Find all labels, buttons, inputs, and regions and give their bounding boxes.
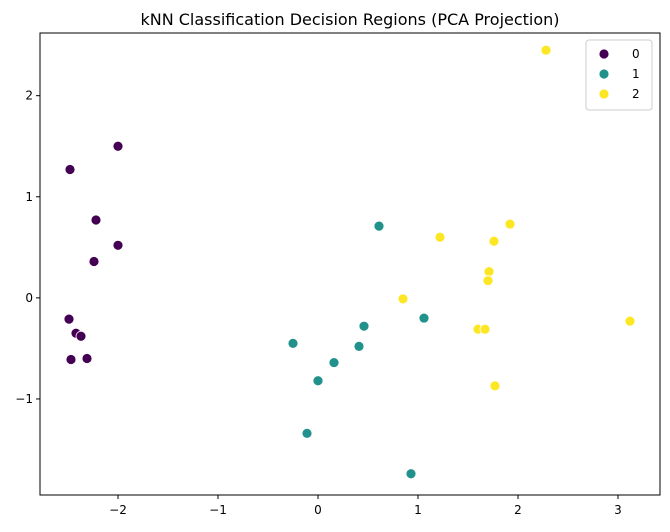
point-class-2 xyxy=(397,293,409,305)
x-tick-label: 3 xyxy=(614,503,622,517)
point-class-2 xyxy=(624,315,636,327)
point-class-0 xyxy=(75,330,87,342)
point-class-1 xyxy=(287,337,299,349)
point-class-2 xyxy=(489,380,501,392)
y-tick-label: 1 xyxy=(25,190,33,204)
y-tick-label: 2 xyxy=(25,89,33,103)
legend: 0 1 2 xyxy=(585,39,653,111)
legend-marker xyxy=(598,68,610,80)
legend-label: 1 xyxy=(632,67,640,81)
chart-title: kNN Classification Decision Regions (PCA… xyxy=(140,10,559,29)
legend-box xyxy=(585,39,653,111)
point-class-0 xyxy=(63,313,75,325)
point-class-2 xyxy=(504,218,516,230)
point-class-0 xyxy=(112,140,124,152)
points-layer xyxy=(63,44,636,480)
point-class-1 xyxy=(353,340,365,352)
point-class-1 xyxy=(418,312,430,324)
plot-frame xyxy=(39,32,661,496)
point-class-1 xyxy=(301,427,313,439)
point-class-2 xyxy=(479,323,491,335)
x-tick-label: 1 xyxy=(414,503,422,517)
point-class-1 xyxy=(312,375,324,387)
point-class-0 xyxy=(64,164,76,175)
point-class-2 xyxy=(488,235,500,247)
legend-label: 2 xyxy=(632,87,640,101)
point-class-2 xyxy=(434,231,446,243)
point-class-0 xyxy=(90,214,102,226)
x-tick-label: −2 xyxy=(109,503,127,517)
point-class-0 xyxy=(88,256,100,267)
x-tick-label: 0 xyxy=(314,503,322,517)
legend-marker xyxy=(598,88,610,100)
point-class-0 xyxy=(65,354,77,365)
point-class-0 xyxy=(112,239,124,251)
point-class-1 xyxy=(328,357,340,368)
point-class-2 xyxy=(482,275,494,287)
y-tick-label: 0 xyxy=(25,291,33,305)
x-tick-label: −1 xyxy=(209,503,227,517)
point-class-1 xyxy=(358,320,370,332)
legend-marker xyxy=(598,48,610,60)
y-tick-label: −1 xyxy=(15,392,33,406)
point-class-1 xyxy=(405,468,417,480)
x-tick-label: 2 xyxy=(514,503,522,517)
legend-label: 0 xyxy=(632,47,640,61)
point-class-1 xyxy=(373,220,385,232)
point-class-0 xyxy=(81,353,93,364)
point-class-2 xyxy=(483,266,495,277)
axes-layer: −2 −1 0 1 2 3 −1 0 1 2 xyxy=(15,32,661,517)
point-class-2 xyxy=(540,44,552,56)
